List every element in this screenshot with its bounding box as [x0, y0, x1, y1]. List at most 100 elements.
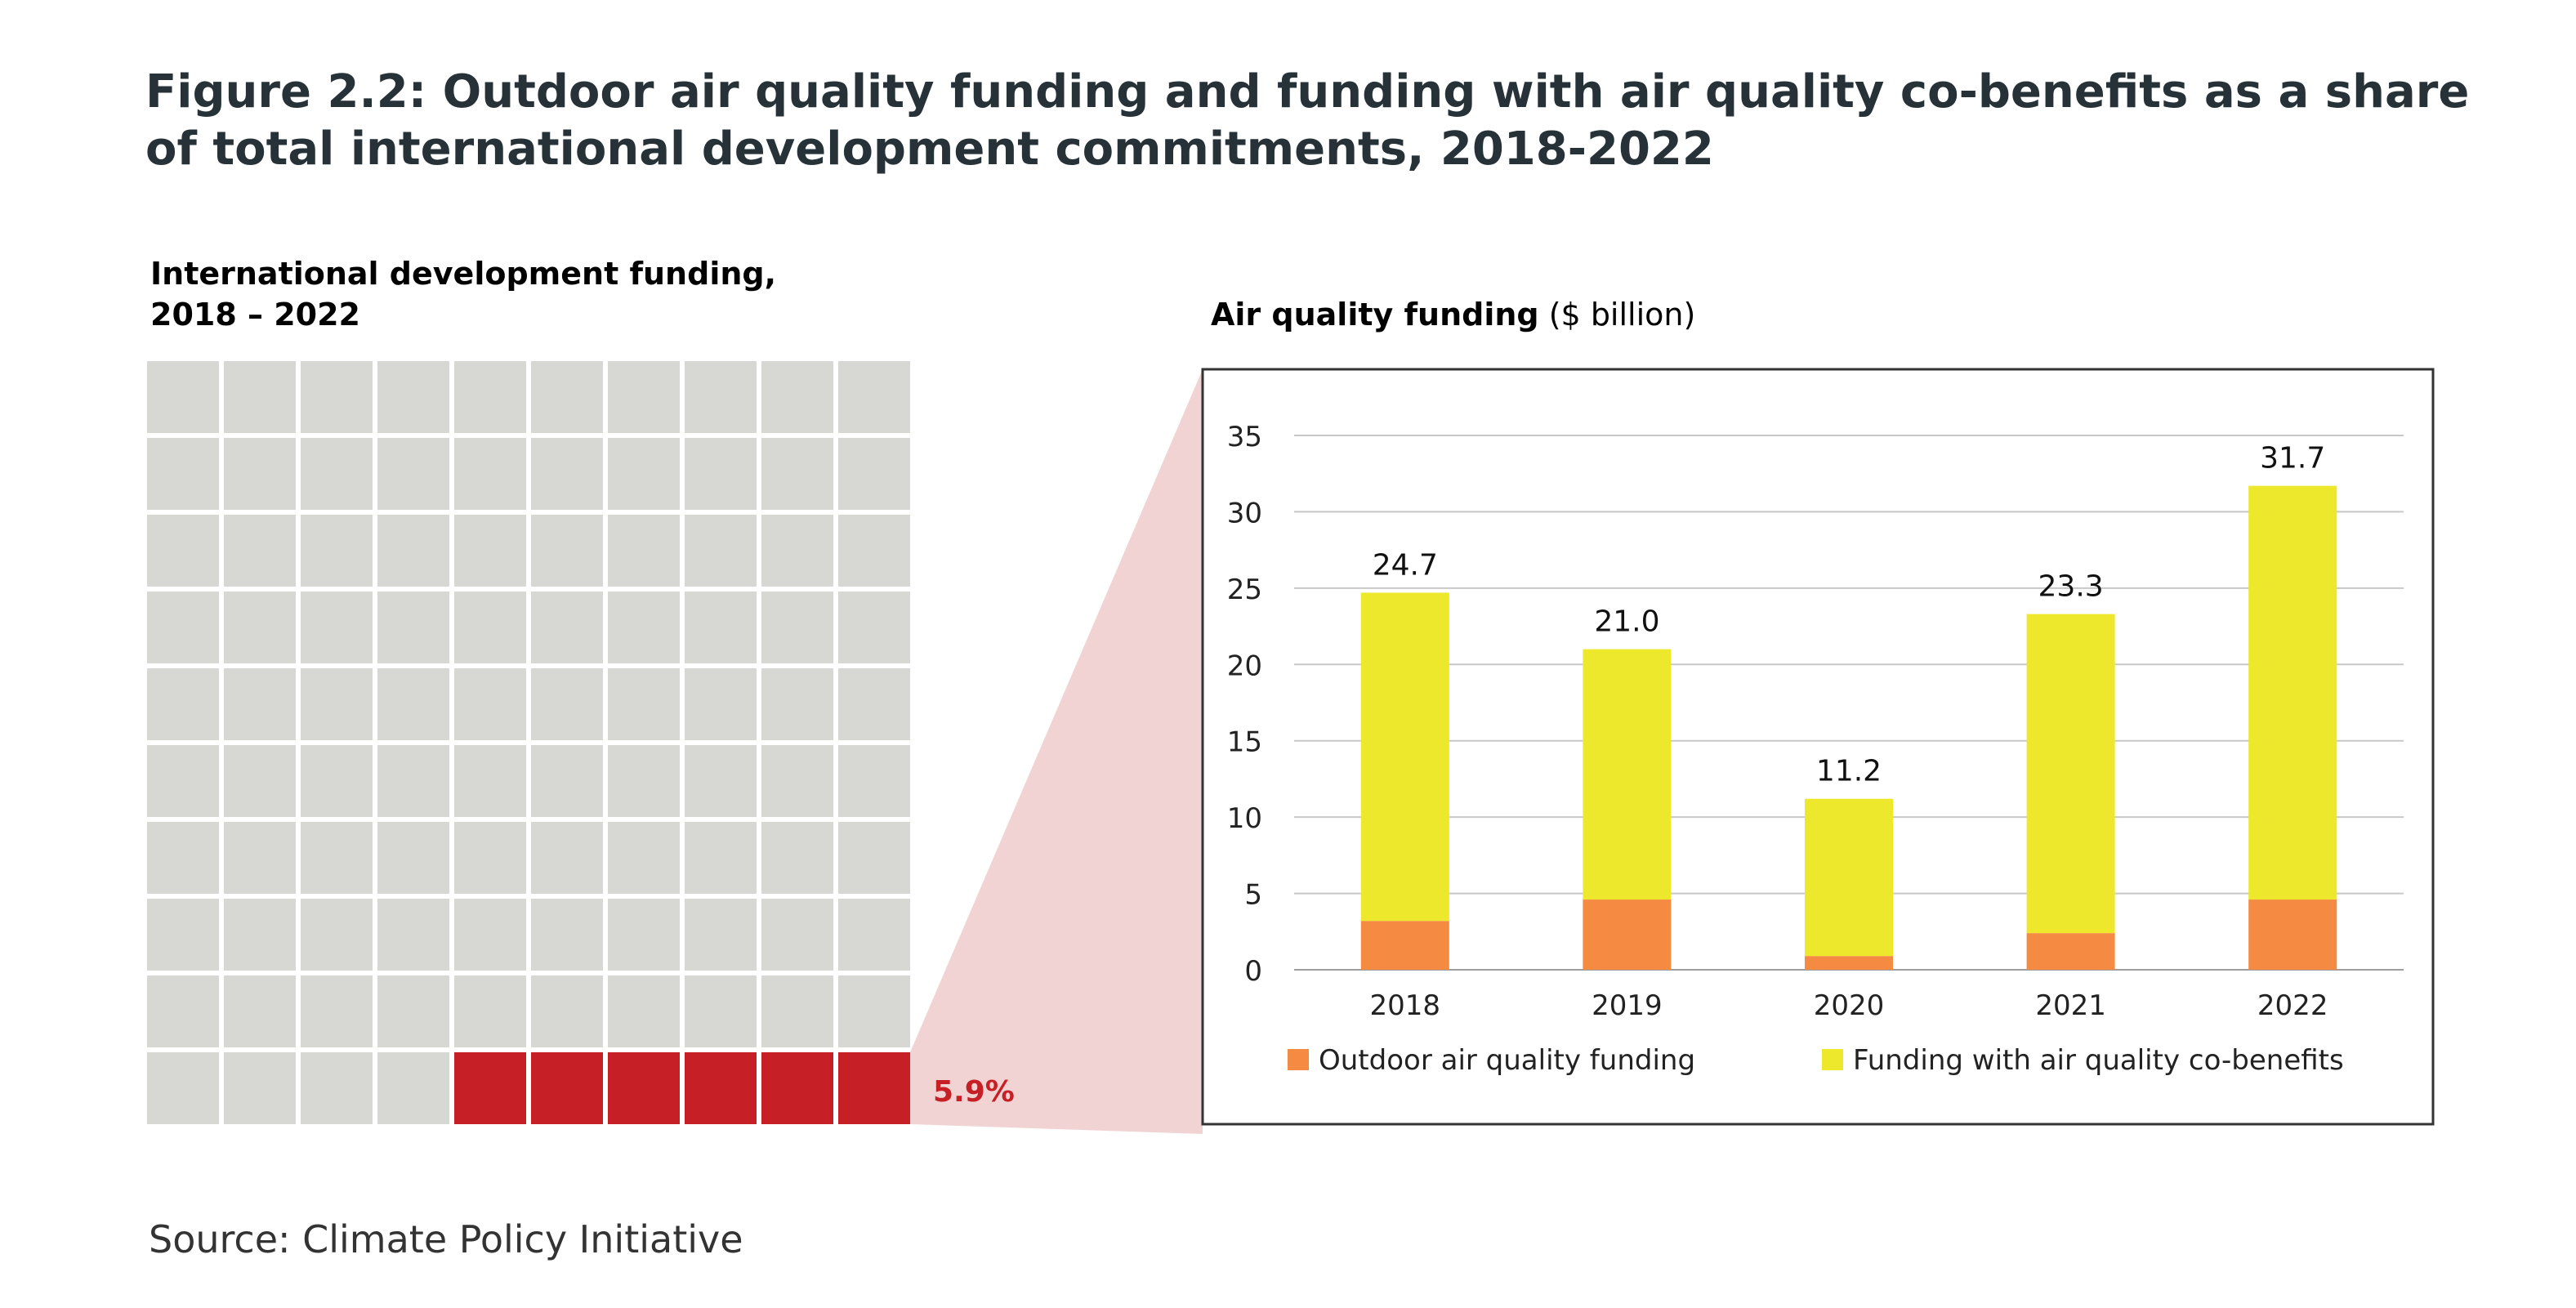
waffle-title: International development funding, 2018 … — [150, 253, 886, 335]
waffle-cell — [377, 438, 449, 510]
x-tick-label: 2022 — [2257, 989, 2328, 1022]
bar-total-label: 24.7 — [1373, 548, 1438, 582]
waffle-cell — [301, 745, 373, 817]
waffle-cell — [147, 438, 219, 510]
waffle-cell — [301, 438, 373, 510]
waffle-cell — [301, 592, 373, 663]
waffle-cell — [838, 515, 910, 587]
waffle-cell — [761, 975, 833, 1047]
y-tick-label: 20 — [1227, 650, 1262, 682]
waffle-cell — [301, 361, 373, 433]
x-tick-label: 2019 — [1592, 989, 1663, 1022]
waffle-cell — [531, 745, 603, 817]
waffle-cell — [147, 515, 219, 587]
waffle-cell — [531, 822, 603, 894]
waffle-cell — [147, 822, 219, 894]
waffle-cell — [301, 668, 373, 740]
waffle-cell — [531, 668, 603, 740]
chart-title-units: ($ billion) — [1548, 297, 1696, 333]
waffle-cell-highlight — [531, 1052, 603, 1124]
waffle-cell — [377, 822, 449, 894]
bar-total-label: 11.2 — [1816, 755, 1882, 788]
bar-total-label: 31.7 — [2260, 442, 2325, 475]
waffle-cell — [377, 592, 449, 663]
x-tick-label: 2018 — [1370, 989, 1441, 1022]
chart-title: Air quality funding ($ billion) — [1211, 294, 2191, 335]
legend-swatch — [1822, 1049, 1843, 1070]
waffle-cell — [377, 1052, 449, 1124]
waffle-cell — [761, 899, 833, 971]
waffle-cell — [454, 361, 526, 433]
waffle-cell — [608, 592, 680, 663]
figure-title: Figure 2.2: Outdoor air quality funding … — [145, 65, 2470, 176]
waffle-cell — [377, 668, 449, 740]
waffle-cell — [224, 899, 296, 971]
bar-total-label: 23.3 — [2038, 570, 2104, 604]
waffle-cell — [224, 515, 296, 587]
waffle-cell — [377, 899, 449, 971]
legend-swatch — [1288, 1049, 1309, 1070]
waffle-cell — [454, 592, 526, 663]
bar-segment-cobenefits — [1360, 592, 1449, 922]
waffle-cell — [224, 745, 296, 817]
waffle-cell — [301, 822, 373, 894]
waffle-cell — [224, 438, 296, 510]
waffle-cell — [147, 592, 219, 663]
waffle-cell — [454, 668, 526, 740]
y-tick-label: 35 — [1227, 421, 1262, 453]
x-tick-label: 2020 — [1814, 989, 1885, 1022]
waffle-cell — [608, 668, 680, 740]
source-note: Source: Climate Policy Initiative — [149, 1217, 743, 1261]
waffle-cell — [454, 975, 526, 1047]
waffle-cell — [454, 515, 526, 587]
waffle-cell — [147, 975, 219, 1047]
bar-segment-cobenefits — [1583, 649, 1672, 900]
waffle-cell — [531, 975, 603, 1047]
waffle-cell-highlight — [761, 1052, 833, 1124]
y-tick-label: 10 — [1227, 802, 1262, 835]
waffle-cell — [531, 361, 603, 433]
waffle-cell — [454, 822, 526, 894]
waffle-cell — [301, 975, 373, 1047]
x-tick-label: 2021 — [2035, 989, 2106, 1022]
waffle-cell — [147, 1052, 219, 1124]
waffle-cell — [685, 668, 757, 740]
waffle-cell — [608, 975, 680, 1047]
waffle-cell — [838, 361, 910, 433]
waffle-cell — [608, 822, 680, 894]
legend-label: Outdoor air quality funding — [1319, 1044, 1695, 1077]
waffle-cell — [224, 975, 296, 1047]
waffle-cell — [685, 515, 757, 587]
waffle-cell — [147, 668, 219, 740]
waffle-cell — [224, 668, 296, 740]
bar-segment-cobenefits — [2026, 614, 2115, 934]
waffle-cell — [761, 822, 833, 894]
waffle-cell — [608, 745, 680, 817]
bar-total-label: 21.0 — [1594, 605, 1659, 639]
waffle-cell — [531, 438, 603, 510]
waffle-cell — [531, 592, 603, 663]
waffle-cell — [454, 745, 526, 817]
bar-segment-outdoor — [1805, 956, 1893, 970]
waffle-cell — [761, 438, 833, 510]
waffle-cell — [301, 1052, 373, 1124]
waffle-cell — [608, 361, 680, 433]
waffle-cell — [301, 899, 373, 971]
y-tick-label: 30 — [1227, 497, 1262, 529]
waffle-cell — [224, 822, 296, 894]
waffle-cell — [454, 438, 526, 510]
waffle-cell — [838, 899, 910, 971]
waffle-cell — [685, 361, 757, 433]
waffle-cell — [838, 438, 910, 510]
waffle-cell — [531, 515, 603, 587]
bar-segment-cobenefits — [2248, 485, 2337, 900]
bar-segment-outdoor — [1360, 921, 1449, 970]
waffle-share-label: 5.9% — [933, 1075, 1015, 1109]
waffle-cell-highlight — [608, 1052, 680, 1124]
waffle-cell — [377, 975, 449, 1047]
waffle-cell-highlight — [454, 1052, 526, 1124]
waffle-cell — [454, 899, 526, 971]
waffle-cell — [838, 745, 910, 817]
bar-segment-outdoor — [2026, 933, 2115, 970]
